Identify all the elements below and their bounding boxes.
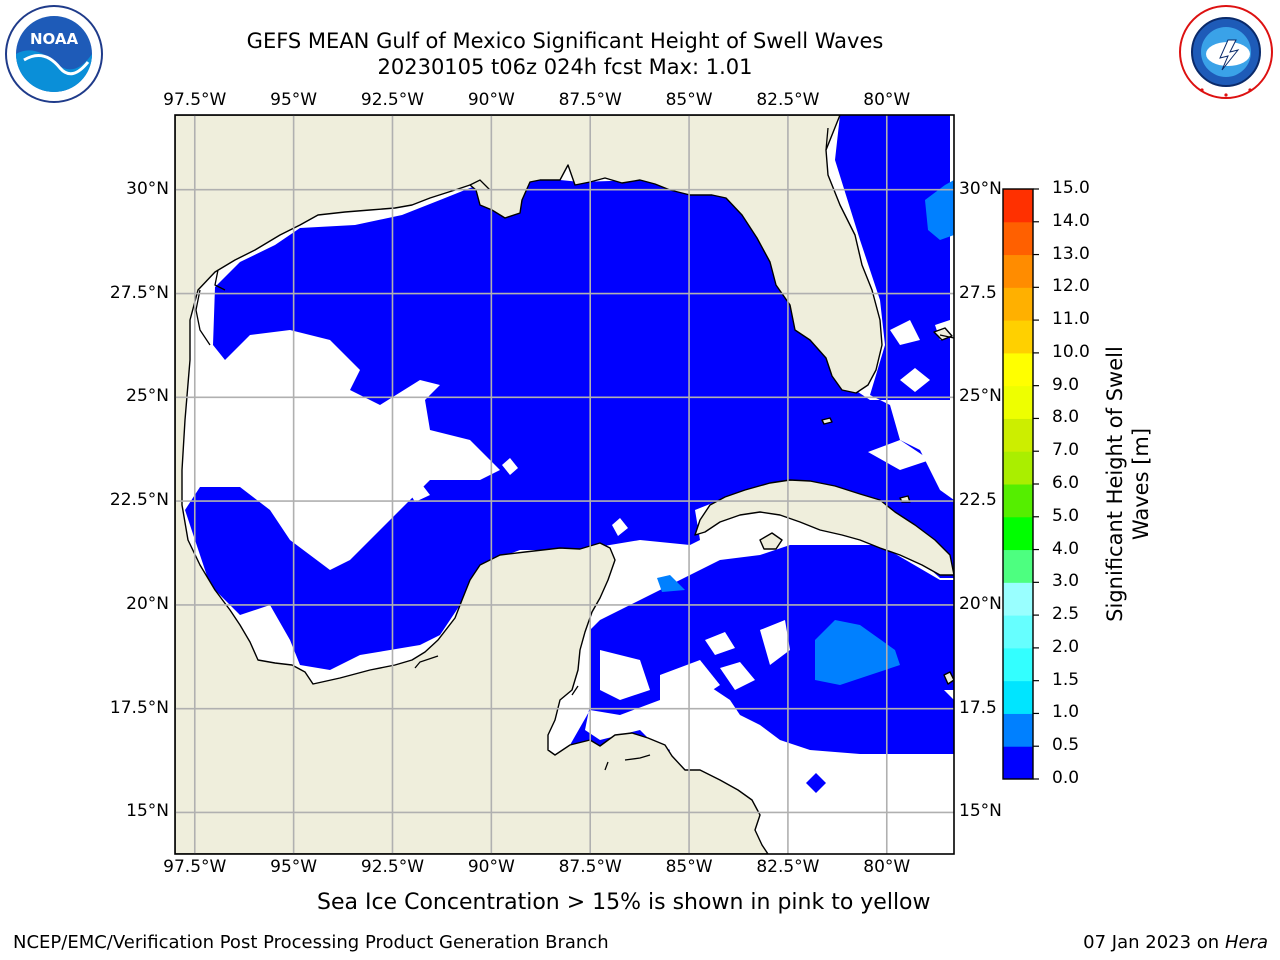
lat-label-left: 25°N [126,386,169,407]
colorbar-swatch [1003,647,1033,682]
swell-field-caribbean [555,545,954,775]
colorbar-tick-label: 6.0 [1052,473,1080,493]
colorbar-swatch [1003,418,1033,452]
colorbar-title-line1: Significant Height of Swell [1103,346,1127,622]
lat-label-left: 22.5°N [109,490,169,511]
lon-label-top: 85°W [665,90,713,110]
lon-label-bottom: 80°W [863,857,911,877]
colorbar-tick-label: 3.0 [1052,571,1080,592]
colorbar-swatch [1003,746,1033,780]
colorbar-swatch [1003,549,1033,583]
lat-label-right: 17.5 [959,697,997,718]
colorbar-swatch [1003,680,1033,714]
colorbar-swatch [1003,582,1033,616]
colorbar-tick-label: 7.0 [1052,440,1080,461]
noaa-logo-text: NOAA [30,30,79,48]
lat-label-right: 30°N [959,178,1002,199]
host-name: Hera [1224,932,1268,953]
noaa-logo: NOAA [5,5,103,103]
colorbar-swatch [1003,221,1033,256]
lat-label-right: 20°N [959,593,1002,614]
colorbar-tick-label: 1.5 [1052,669,1080,690]
colorbar-tick-label: 0.0 [1052,768,1080,788]
map-grid [175,115,954,854]
lon-label-top: 80°W [863,90,911,110]
lon-label-bottom: 95°W [270,857,318,877]
colorbar-swatch [1003,254,1033,288]
lat-label-right: 25°N [959,386,1002,407]
colorbar-tick-label: 8.0 [1052,407,1080,428]
credit-text: NCEP/EMC/Verification Post Processing Pr… [13,932,609,953]
map-frame [174,114,955,855]
lat-label-right: 22.5 [959,490,997,511]
lat-label-left: 20°N [126,593,169,614]
land-coastline [175,115,954,854]
lat-label-left: 15°N [126,801,169,822]
colorbar-swatch [1003,713,1033,747]
lon-label-bottom: 97.5°W [163,857,227,877]
colorbar-tick-label: 15.0 [1052,178,1090,198]
land-north-america [175,115,883,854]
colorbar-title-line2: Waves [m] [1129,427,1153,541]
lon-label-top: 95°W [270,90,318,110]
colorbar-tick-label: 11.0 [1052,309,1090,330]
lon-label-top: 82.5°W [756,90,820,110]
colorbar-swatch [1003,484,1033,518]
lat-label-left: 27.5°N [109,282,169,303]
map-subtitle: 20230105 t06z 024h fcst Max: 1.01 [377,55,753,79]
colorbar-tick-label: 0.5 [1052,735,1080,756]
lon-label-bottom: 87.5°W [558,857,622,877]
colorbar-swatch [1003,287,1033,321]
lon-label-bottom: 85°W [665,857,713,877]
lon-label-top: 97.5°W [163,90,227,110]
colorbar-swatch [1003,189,1033,223]
lon-label-top: 92.5°W [360,90,425,110]
sea-ice-note: Sea Ice Concentration > 15% is shown in … [317,890,931,915]
colorbar-tick-label: 10.0 [1052,341,1090,362]
colorbar-tick-label: 4.0 [1052,538,1080,559]
lon-label-bottom: 90°W [467,857,515,877]
lat-label-left: 17.5°N [109,697,169,718]
lat-label-left: 30°N [126,178,169,199]
land-cuba [694,479,954,576]
colorbar-tick-label: 13.0 [1052,243,1090,264]
colorbar-tick-label: 2.0 [1052,636,1080,657]
lon-label-bottom: 92.5°W [360,857,425,877]
lon-label-top: 87.5°W [558,90,622,110]
colorbar-tick-label: 14.0 [1052,210,1090,231]
lat-label-right: 15°N [959,801,1002,822]
colorbar-swatch [1003,615,1033,649]
colorbar-tick-label: 5.0 [1052,505,1080,526]
lat-label-right: 27.5 [959,282,997,303]
colorbar-swatch [1003,451,1033,485]
colorbar-swatch [1003,320,1033,354]
map-title: GEFS MEAN Gulf of Mexico Significant Hei… [246,29,884,53]
lon-label-bottom: 82.5°W [756,857,820,877]
date-text: 07 Jan 2023 on [1083,932,1220,953]
nws-logo [1179,5,1273,99]
colorbar-swatch [1003,385,1033,419]
lon-label-top: 90°W [467,90,515,110]
colorbar-swatch [1003,516,1033,551]
coast-detail [195,127,954,771]
colorbar-tick-label: 2.5 [1052,604,1080,625]
colorbar-tick-label: 1.0 [1052,702,1080,723]
colorbar-tick-label: 9.0 [1052,374,1080,395]
colorbar-tick-label: 12.0 [1052,276,1090,297]
swell-field-0-0.5m [185,115,954,670]
colorbar-swatch [1003,352,1033,387]
date-stamp: 07 Jan 2023 on Hera [1083,932,1268,953]
swell-field-0.5-1.0m [815,620,900,685]
